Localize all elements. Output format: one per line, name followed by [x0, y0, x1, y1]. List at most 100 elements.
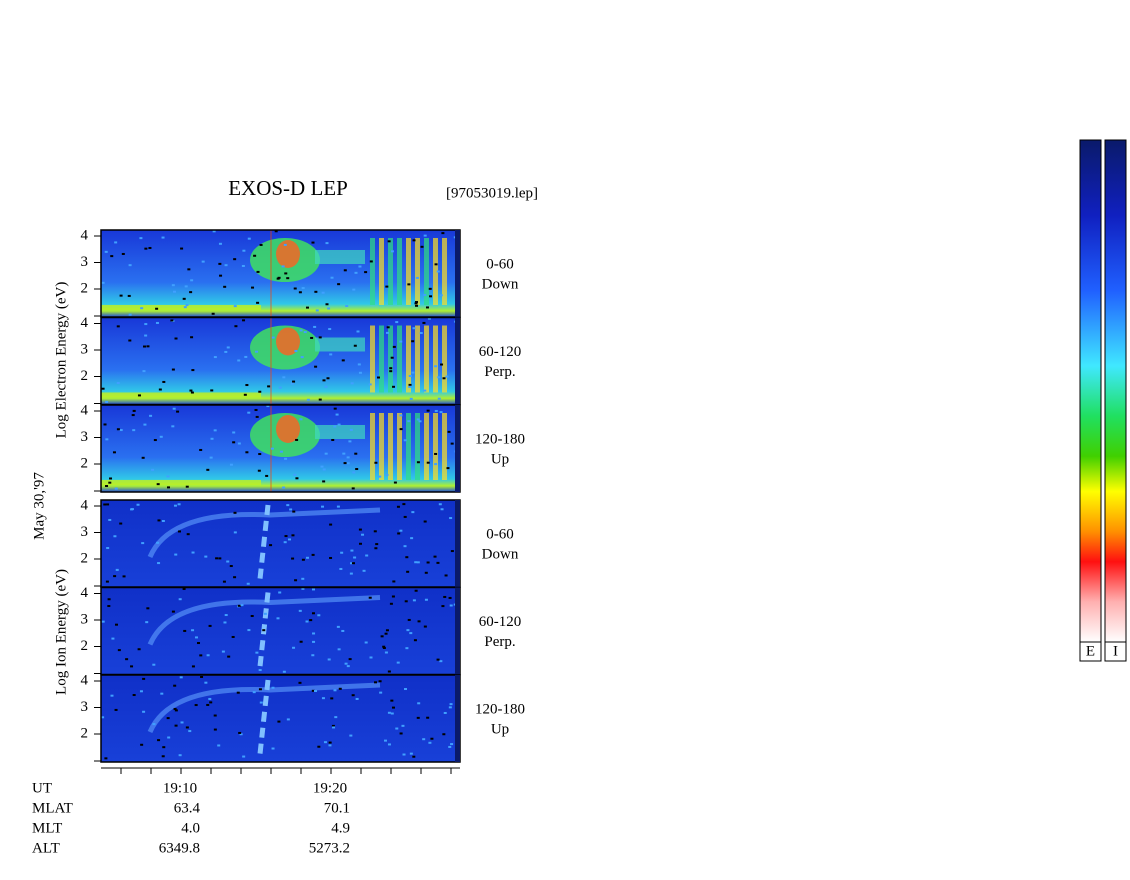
noise [127, 294, 131, 297]
noise [204, 681, 208, 684]
noise [259, 243, 263, 246]
feature [370, 238, 375, 305]
noise [339, 567, 343, 570]
noise [191, 629, 195, 632]
noise [426, 561, 430, 564]
noise [213, 356, 217, 359]
noise [104, 757, 108, 760]
noise [424, 571, 428, 574]
noise [258, 390, 262, 393]
noise [348, 440, 352, 443]
noise [224, 614, 228, 617]
noise [276, 617, 280, 620]
noise [315, 309, 319, 312]
noise [213, 728, 217, 731]
noise [414, 589, 418, 592]
noise [350, 382, 354, 385]
noise [327, 658, 331, 661]
noise [424, 598, 428, 601]
noise [219, 274, 223, 277]
noise [254, 408, 258, 411]
noise [333, 425, 337, 428]
noise [405, 556, 409, 559]
noise [293, 473, 297, 476]
noise [351, 694, 355, 697]
date: May 30,'97 [31, 472, 47, 540]
noise [349, 428, 353, 431]
noise [258, 453, 262, 456]
noise [384, 632, 388, 635]
noise [403, 545, 407, 548]
noise [446, 467, 450, 470]
y-tick-label: 3 [81, 611, 89, 627]
noise [301, 287, 305, 290]
y-tick-label: 4 [81, 672, 89, 688]
noise [253, 254, 257, 257]
noise [342, 452, 346, 455]
noise [227, 655, 231, 658]
noise [321, 505, 325, 508]
noise [299, 329, 303, 332]
noise [403, 515, 407, 518]
noise [206, 654, 210, 657]
feature [257, 679, 271, 755]
noise [341, 629, 345, 632]
noise [311, 241, 315, 244]
feature [315, 425, 365, 439]
noise [434, 409, 438, 412]
noise [450, 550, 454, 553]
noise [406, 570, 410, 573]
noise [209, 456, 213, 459]
noise [298, 291, 302, 294]
noise [177, 530, 181, 533]
noise [130, 508, 134, 511]
noise [209, 701, 213, 704]
noise [314, 290, 318, 293]
ephemeris-label: MLT [32, 820, 62, 836]
noise [183, 306, 187, 309]
noise [354, 271, 358, 274]
noise [105, 400, 109, 403]
time-label: 19:10 [163, 780, 197, 796]
noise [350, 562, 354, 565]
noise [245, 451, 249, 454]
noise [411, 371, 415, 374]
noise [174, 724, 178, 727]
y-tick-label: 2 [81, 550, 89, 566]
noise [299, 640, 303, 643]
noise [336, 505, 340, 508]
ephemeris-label: ALT [32, 840, 60, 856]
panel-edge [455, 675, 460, 762]
channel-direction: Up [491, 721, 509, 737]
feature [276, 415, 300, 443]
noise [152, 663, 156, 666]
noise [391, 706, 395, 709]
noise [139, 690, 143, 693]
ephemeris-value: 6349.8 [159, 840, 200, 856]
noise [369, 656, 373, 659]
noise [396, 661, 400, 664]
noise [258, 669, 262, 672]
noise [274, 230, 278, 233]
noise [412, 755, 416, 758]
noise [125, 658, 129, 661]
noise [324, 385, 328, 388]
noise [189, 389, 193, 392]
noise [271, 336, 275, 339]
noise [325, 242, 329, 245]
noise [187, 268, 191, 271]
feature [424, 325, 429, 393]
noise [237, 359, 241, 362]
noise [199, 448, 203, 451]
axis-label: Log Ion Energy (eV) [53, 569, 69, 695]
ephemeris-value: 4.9 [331, 820, 350, 836]
noise [385, 331, 389, 334]
noise [217, 744, 221, 747]
noise [441, 605, 445, 608]
noise [284, 272, 288, 275]
y-tick-label: 4 [81, 402, 89, 418]
noise [276, 277, 280, 280]
noise [326, 377, 330, 380]
noise [346, 462, 350, 465]
noise [224, 264, 228, 267]
